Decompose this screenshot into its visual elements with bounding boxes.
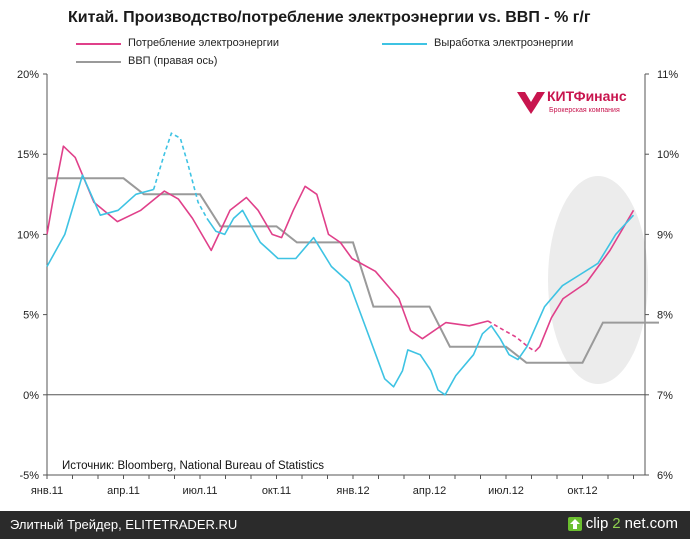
chart-title: Китай. Производство/потребление электроэ… <box>68 9 591 26</box>
x-tick-label: апр.11 <box>107 485 140 497</box>
footer-brand-pre: clip <box>585 515 609 532</box>
left-tick-label: 15% <box>17 149 39 161</box>
footer-bar: Элитный Трейдер, ELITETRADER.RU clip 2 net… <box>0 511 690 539</box>
chart-area: -5% 0% 5% 10% 15% 20% 6% 7% 8% 9% 10% 11% янв.11 апр.… <box>17 9 679 497</box>
footer-brand-post: net.com <box>624 515 678 532</box>
chart-svg: -5% 0% 5% 10% 15% 20% 6% 7% 8% 9% 10% 11% янв.11 апр.… <box>17 69 679 497</box>
highlight-ellipse <box>548 176 648 384</box>
series-production-line-after <box>206 209 635 396</box>
right-tick-label: 8% <box>657 310 673 322</box>
footer-brand-mid: 2 <box>612 515 621 532</box>
legend-gdp-label: ВВП (правая ось) <box>128 55 218 67</box>
legend-production-swatch <box>382 43 427 45</box>
left-tick-label: 10% <box>17 229 39 241</box>
x-tick-label: окт.11 <box>262 485 291 497</box>
legend-gdp-swatch <box>76 61 121 63</box>
series-consumption-line <box>46 145 489 340</box>
source-note: Источник: Bloomberg, National Bureau of … <box>62 460 324 472</box>
right-tick-label: 7% <box>657 390 673 402</box>
left-tick-label: 5% <box>23 310 39 322</box>
x-tick-label: окт.12 <box>567 485 597 497</box>
left-tick-label: 0% <box>23 390 39 402</box>
right-tick-label: 11% <box>657 69 678 81</box>
logo-mark-icon <box>517 92 545 114</box>
right-tick-label: 9% <box>657 229 673 241</box>
legend-production-label: Выработка электроэнергии <box>434 37 574 49</box>
logo-tagline: Брокерская компания <box>549 107 620 114</box>
logo-name: КИТФинанс <box>547 88 627 104</box>
series-production-line <box>46 174 154 267</box>
x-tick-label: янв.11 <box>31 485 63 497</box>
footer-site-name[interactable]: Элитный Трейдер, ELITETRADER.RU <box>10 517 238 532</box>
left-tick-label: -5% <box>19 470 39 482</box>
right-tick-label: 6% <box>657 470 673 482</box>
right-tick-label: 10% <box>657 149 679 161</box>
company-logo: КИТФинанс Брокерская компания <box>515 86 635 122</box>
x-tick-label: июл.11 <box>182 485 217 497</box>
x-tick-label: июл.12 <box>488 485 524 497</box>
x-tick-label: янв.12 <box>336 485 369 497</box>
series-gdp-line <box>47 177 659 364</box>
series-consumption-dashed <box>487 320 536 353</box>
x-tick-label: апр.12 <box>413 485 446 497</box>
upload-arrow-icon <box>567 516 582 531</box>
legend-consumption-label: Потребление электроэнергии <box>128 37 280 49</box>
legend-consumption-swatch <box>76 43 121 45</box>
left-tick-label: 20% <box>17 69 39 81</box>
footer-brand[interactable]: clip 2 net.com <box>567 515 678 532</box>
series-consumption-line-after <box>534 209 635 353</box>
series-production-dashed <box>152 132 208 219</box>
